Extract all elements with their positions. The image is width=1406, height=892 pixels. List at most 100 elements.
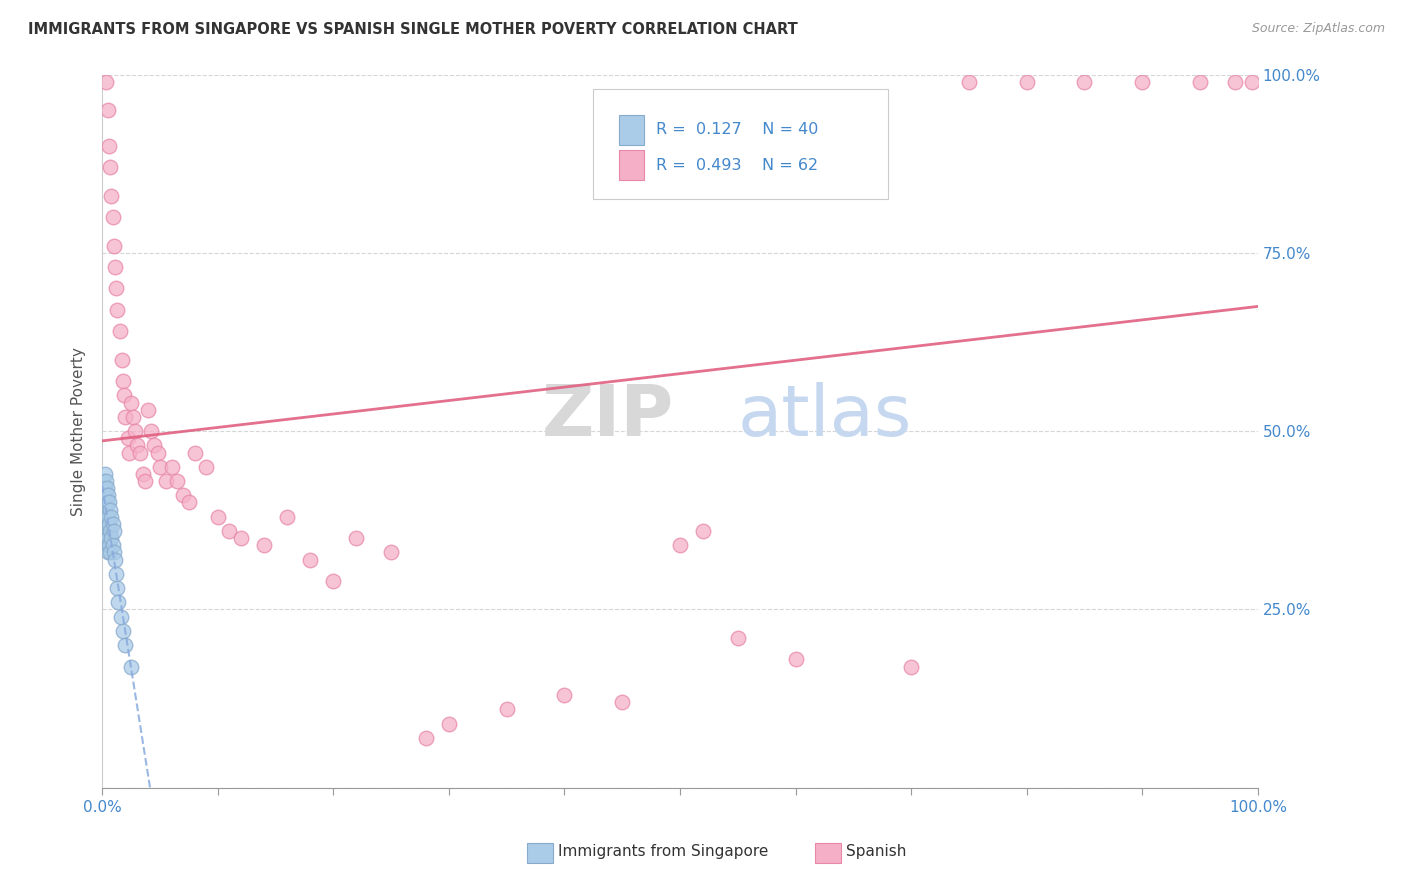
Point — [94, 488, 117, 502]
Point — [98, 516, 121, 531]
Point — [98, 495, 121, 509]
Point — [100, 531, 122, 545]
Point — [107, 595, 129, 609]
Text: Spanish: Spanish — [846, 845, 907, 859]
Point — [276, 509, 298, 524]
Point — [1241, 75, 1264, 89]
Point — [900, 659, 922, 673]
Point — [183, 445, 205, 459]
Point — [118, 445, 141, 459]
Point — [166, 474, 188, 488]
Point — [98, 538, 121, 552]
Point — [229, 531, 252, 545]
Point — [101, 516, 124, 531]
Point — [98, 524, 121, 538]
Point — [785, 652, 807, 666]
Point — [93, 524, 115, 538]
FancyBboxPatch shape — [619, 115, 644, 145]
Point — [111, 624, 134, 638]
Point — [139, 424, 162, 438]
Point — [98, 545, 121, 559]
Point — [93, 481, 115, 495]
Point — [692, 524, 714, 538]
Point — [111, 374, 134, 388]
Point — [97, 545, 120, 559]
Text: atlas: atlas — [738, 383, 912, 451]
Point — [253, 538, 276, 552]
Point — [93, 502, 115, 516]
Point — [612, 695, 634, 709]
Point — [104, 260, 127, 274]
Point — [111, 352, 134, 367]
Point — [131, 467, 153, 481]
Point — [97, 488, 120, 502]
Point — [93, 467, 115, 481]
Point — [97, 509, 120, 524]
Point — [96, 495, 118, 509]
Point — [105, 581, 128, 595]
Point — [114, 409, 136, 424]
Point — [100, 509, 122, 524]
Point — [101, 538, 124, 552]
Text: R =  0.493    N = 62: R = 0.493 N = 62 — [655, 158, 818, 173]
Text: Immigrants from Singapore: Immigrants from Singapore — [558, 845, 769, 859]
Point — [120, 395, 142, 409]
Point — [97, 531, 120, 545]
Point — [177, 495, 200, 509]
Point — [146, 445, 169, 459]
Text: IMMIGRANTS FROM SINGAPORE VS SPANISH SINGLE MOTHER POVERTY CORRELATION CHART: IMMIGRANTS FROM SINGAPORE VS SPANISH SIN… — [28, 22, 797, 37]
Point — [93, 524, 115, 538]
Point — [172, 488, 194, 502]
Point — [103, 545, 125, 559]
Point — [93, 474, 115, 488]
Point — [1073, 75, 1095, 89]
Point — [495, 702, 517, 716]
Point — [380, 545, 402, 559]
Point — [110, 609, 132, 624]
Point — [727, 631, 749, 645]
Point — [98, 502, 121, 516]
Point — [669, 538, 692, 552]
FancyBboxPatch shape — [619, 150, 644, 180]
Point — [98, 160, 121, 174]
Y-axis label: Single Mother Poverty: Single Mother Poverty — [72, 347, 86, 516]
Point — [1189, 75, 1212, 89]
Point — [957, 75, 980, 89]
Point — [100, 188, 122, 202]
Point — [322, 574, 344, 588]
Point — [120, 659, 142, 673]
Point — [1223, 75, 1246, 89]
Point — [96, 516, 118, 531]
Point — [103, 238, 125, 252]
Point — [105, 281, 128, 295]
Point — [160, 459, 183, 474]
Point — [98, 139, 121, 153]
Text: R =  0.127    N = 40: R = 0.127 N = 40 — [655, 122, 818, 137]
Text: ZIP: ZIP — [541, 383, 673, 451]
Point — [218, 524, 240, 538]
Point — [125, 438, 148, 452]
Point — [93, 509, 115, 524]
Point — [122, 409, 145, 424]
Point — [94, 474, 117, 488]
Point — [195, 459, 218, 474]
Point — [94, 75, 117, 89]
Point — [96, 481, 118, 495]
Point — [129, 445, 152, 459]
Point — [93, 488, 115, 502]
Point — [155, 474, 177, 488]
Point — [105, 566, 128, 581]
Point — [112, 388, 135, 402]
Point — [97, 103, 120, 118]
Point — [553, 688, 575, 702]
Point — [207, 509, 229, 524]
Point — [134, 474, 156, 488]
Point — [108, 324, 131, 338]
Point — [346, 531, 368, 545]
Point — [437, 716, 460, 731]
Point — [101, 210, 124, 224]
Point — [124, 424, 146, 438]
Point — [299, 552, 322, 566]
Point — [103, 524, 125, 538]
Point — [94, 531, 117, 545]
